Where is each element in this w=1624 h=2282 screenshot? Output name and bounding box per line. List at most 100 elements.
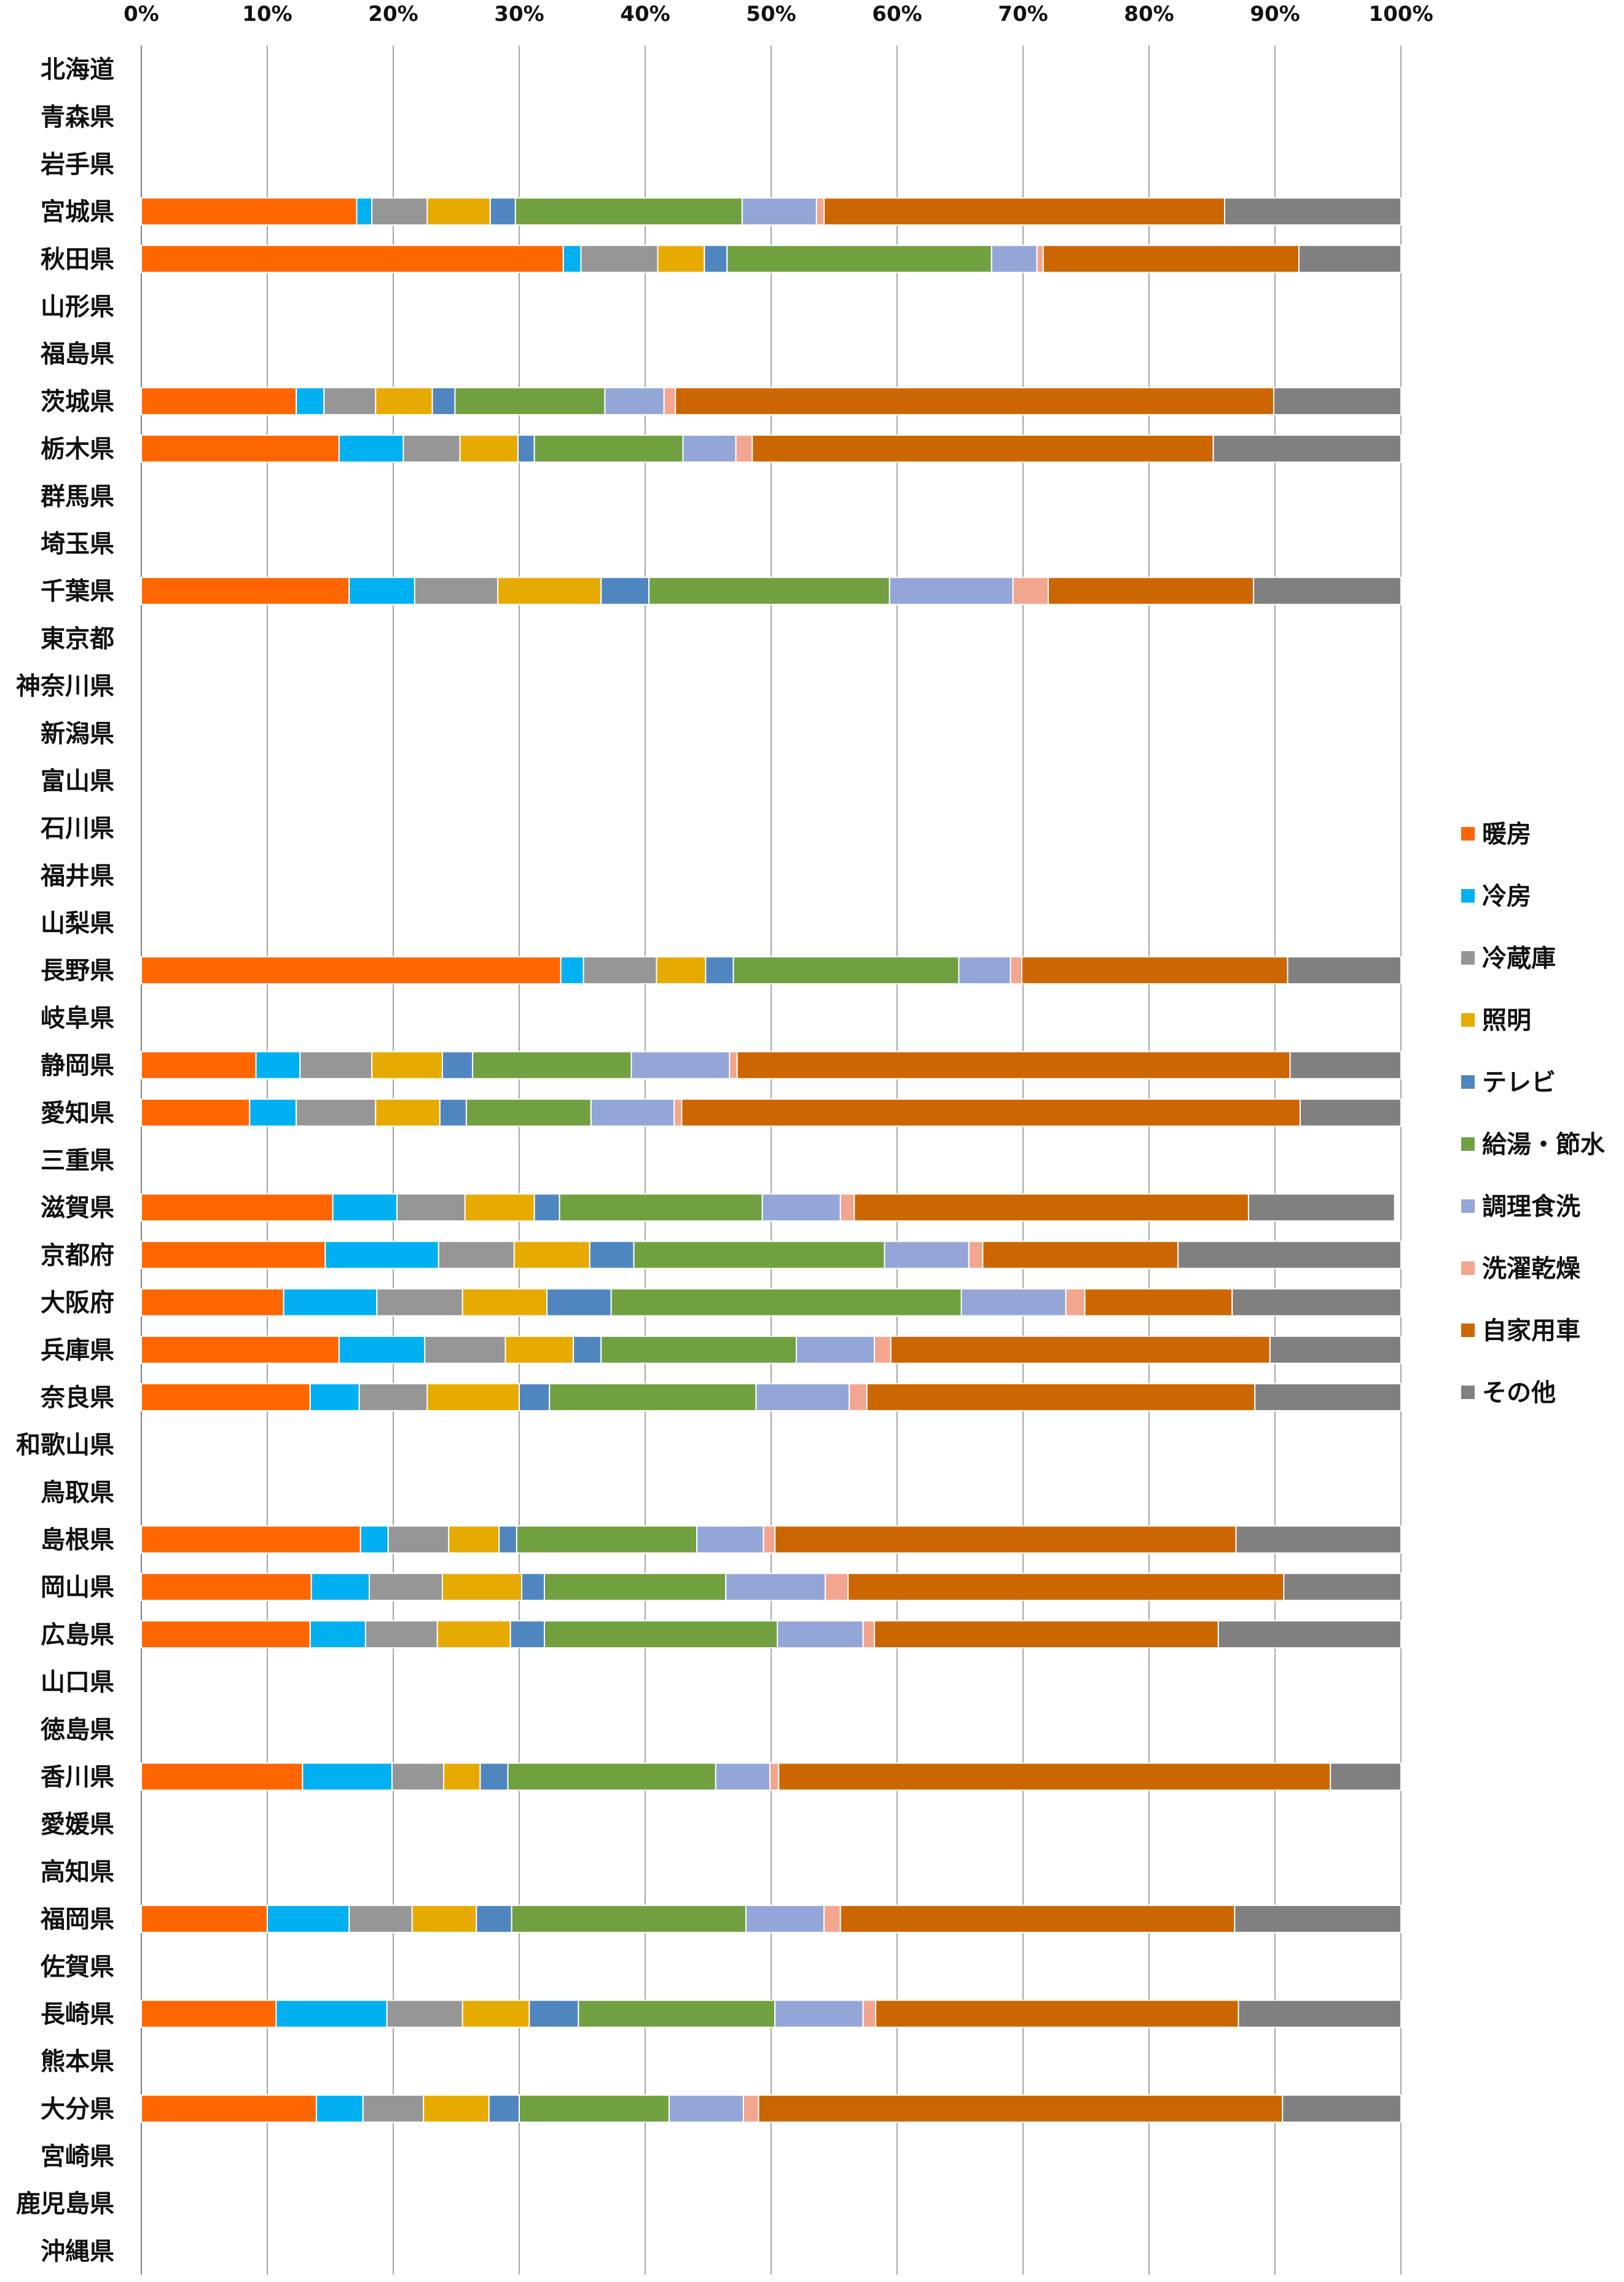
bar-segment bbox=[528, 1999, 579, 2028]
bar-segment bbox=[705, 956, 734, 985]
bar-segment bbox=[516, 1525, 698, 1554]
bar-segment bbox=[296, 1098, 377, 1127]
bar-segment bbox=[1254, 1382, 1402, 1411]
bar-segment bbox=[309, 1620, 366, 1649]
bar-segment bbox=[141, 245, 564, 273]
bar-segment bbox=[141, 1098, 251, 1127]
category-label: 福島県 bbox=[40, 340, 114, 369]
category-label: 千葉県 bbox=[41, 578, 114, 606]
bar-segment bbox=[431, 386, 456, 415]
bar-segment bbox=[1289, 1051, 1402, 1080]
legend-label: 照明 bbox=[1482, 1006, 1531, 1035]
bar-segment bbox=[544, 1620, 779, 1649]
bar-segment bbox=[559, 1193, 763, 1222]
bar-segment bbox=[332, 1193, 398, 1222]
bar-segment bbox=[729, 1051, 738, 1080]
bar-segment bbox=[402, 434, 461, 463]
legend-label: 給湯・節水 bbox=[1482, 1131, 1606, 1159]
category-labels: 北海道青森県岩手県宮城県秋田県山形県福島県茨城県栃木県群馬県埼玉県千葉県東京都神… bbox=[16, 56, 114, 2266]
category-label: 静岡県 bbox=[41, 1052, 114, 1080]
bar-segment bbox=[437, 1241, 515, 1269]
bar-segment bbox=[362, 2094, 425, 2123]
bar-segment bbox=[982, 1241, 1179, 1269]
bar-segment bbox=[1042, 245, 1300, 273]
bar-segment bbox=[755, 1382, 850, 1411]
category-label: 鳥取県 bbox=[41, 1478, 114, 1507]
bar-segment bbox=[533, 434, 684, 463]
bar-segment bbox=[141, 1241, 326, 1269]
category-label: 京都府 bbox=[41, 1241, 114, 1269]
bar-segment bbox=[461, 1288, 548, 1317]
bar-segment bbox=[735, 434, 753, 463]
x-tick-label: 80% bbox=[1124, 2, 1174, 26]
category-label: 宮城県 bbox=[41, 198, 114, 226]
bar-segment bbox=[472, 1051, 632, 1080]
category-label: 福岡県 bbox=[40, 1905, 114, 1934]
category-label: 栃木県 bbox=[41, 435, 114, 463]
bar-segment bbox=[769, 1762, 780, 1791]
category-label: 滋賀県 bbox=[41, 1194, 114, 1222]
bar-segment bbox=[573, 1335, 602, 1364]
bar-segment bbox=[465, 1098, 592, 1127]
bar-segment bbox=[141, 1762, 304, 1791]
bar-segment bbox=[825, 1572, 849, 1601]
bar-segment bbox=[479, 1762, 509, 1791]
bar-segment bbox=[488, 2094, 520, 2123]
category-label: 茨城県 bbox=[41, 388, 114, 416]
category-label: 岩手県 bbox=[41, 151, 114, 179]
bar-segment bbox=[778, 1762, 1332, 1791]
bar-segment bbox=[590, 1098, 675, 1127]
bar-segment bbox=[1273, 386, 1402, 415]
bar-segment bbox=[546, 1288, 612, 1317]
bar-segment bbox=[839, 1905, 1236, 1934]
bar-segment bbox=[1247, 1193, 1395, 1222]
bar-segment bbox=[849, 1382, 868, 1411]
bar-segment bbox=[310, 1572, 371, 1601]
category-label: 沖縄県 bbox=[41, 2237, 114, 2265]
category-label: 富山県 bbox=[41, 767, 114, 795]
bar-segment bbox=[862, 1620, 876, 1649]
bar-segment bbox=[443, 1762, 481, 1791]
category-label: 岡山県 bbox=[41, 1574, 114, 1602]
bar-segment bbox=[656, 956, 707, 985]
category-label: 新潟県 bbox=[41, 719, 114, 748]
x-tick-label: 0% bbox=[124, 2, 159, 26]
bar-segment bbox=[141, 386, 297, 415]
bar-segment bbox=[600, 576, 650, 605]
x-tick-label: 70% bbox=[998, 2, 1048, 26]
bar-segment bbox=[725, 1572, 826, 1601]
bar-segment bbox=[1287, 956, 1402, 985]
bar-segment bbox=[823, 197, 1225, 226]
bar-segment bbox=[741, 197, 817, 226]
bar-segment bbox=[364, 1620, 438, 1649]
category-label: 島根県 bbox=[41, 1526, 114, 1555]
category-label: 兵庫県 bbox=[41, 1336, 114, 1365]
legend-swatch bbox=[1461, 889, 1475, 903]
bar-segment bbox=[890, 1335, 1271, 1364]
bar-segment bbox=[141, 1525, 361, 1554]
bar-segment bbox=[578, 1999, 776, 2028]
bar-segment bbox=[682, 434, 737, 463]
bar-segment bbox=[441, 1051, 474, 1080]
bar-segment bbox=[376, 1288, 463, 1317]
bar-segment bbox=[853, 1193, 1249, 1222]
grid-lines bbox=[141, 45, 1402, 2275]
bar-segment bbox=[371, 197, 428, 226]
x-tick-label: 60% bbox=[872, 2, 922, 26]
bar-segment bbox=[777, 1620, 864, 1649]
bar-segment bbox=[715, 1762, 771, 1791]
category-label: 熊本県 bbox=[41, 2048, 114, 2076]
category-label: 岐阜県 bbox=[41, 1004, 114, 1032]
bar-segment bbox=[544, 1572, 727, 1601]
category-label: 石川県 bbox=[41, 815, 114, 843]
bar-segment bbox=[1177, 1241, 1402, 1269]
category-label: 大阪府 bbox=[41, 1289, 114, 1317]
bar-segment bbox=[866, 1382, 1256, 1411]
legend-swatch bbox=[1461, 827, 1475, 841]
bar-segment bbox=[141, 1620, 311, 1649]
bar-segment bbox=[1253, 576, 1402, 605]
bar-segment bbox=[141, 1382, 311, 1411]
bar-segment bbox=[338, 434, 404, 463]
bar-segment bbox=[459, 434, 519, 463]
